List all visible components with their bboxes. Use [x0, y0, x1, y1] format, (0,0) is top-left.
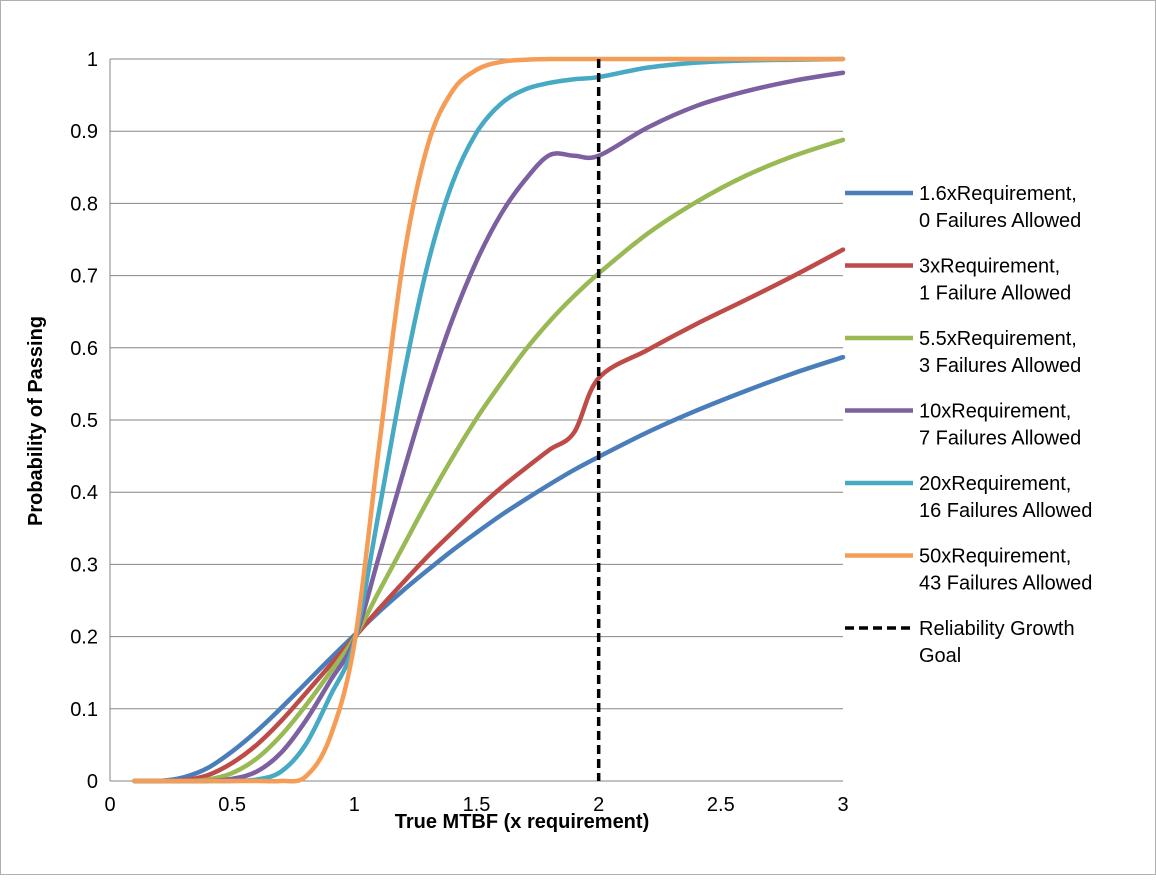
legend-label: 10xRequirement,	[919, 401, 1071, 423]
y-tick-label: 0.9	[70, 121, 98, 143]
legend-entry: 10xRequirement, 7 Failures Allowed	[845, 401, 1081, 450]
y-tick-label: 0.1	[70, 699, 98, 721]
series-line-3	[132, 137, 846, 784]
x-tick-label: 1.5	[463, 794, 491, 816]
legend-label: 5.5xRequirement,	[919, 328, 1077, 350]
series-line-6	[132, 56, 846, 784]
legend-label: 7 Failures Allowed	[919, 428, 1081, 450]
series-line-4	[132, 70, 846, 784]
y-tick-label: 0.3	[70, 554, 98, 576]
y-tick-label: 0.5	[70, 410, 98, 432]
legend-entry: Reliability Growth Goal	[845, 618, 1075, 667]
legend-label: 1.6xRequirement,	[919, 183, 1077, 205]
x-tick-label: 1	[349, 794, 360, 816]
legend-label: 1 Failure Allowed	[919, 283, 1071, 305]
series-line-1	[132, 354, 846, 784]
x-tick-label: 2.5	[707, 794, 735, 816]
x-tick-label: 3	[837, 794, 848, 816]
legend-label: 3 Failures Allowed	[919, 355, 1081, 377]
y-tick-label: 0.8	[70, 193, 98, 215]
y-tick-label: 0.6	[70, 338, 98, 360]
legend-entry: 3xRequirement, 1 Failure Allowed	[845, 256, 1071, 305]
legend-entry: 20xRequirement, 16 Failures Allowed	[845, 473, 1092, 522]
x-tick-label: 2	[593, 794, 604, 816]
legend-layer: 1.6xRequirement, 0 Failures Allowed 3xRequ…	[845, 183, 1092, 667]
legend-label: Reliability Growth	[919, 618, 1075, 640]
y-tick-label: 0	[87, 771, 98, 793]
legend-label: 43 Failures Allowed	[919, 573, 1092, 595]
legend-label: 0 Failures Allowed	[919, 210, 1081, 232]
legend-label: 50xRequirement,	[919, 546, 1071, 568]
y-tick-label: 0.2	[70, 627, 98, 649]
x-axis-title: True MTBF (x requirement)	[395, 811, 649, 833]
y-axis-title: Probability of Passing	[25, 316, 47, 526]
legend-entry: 1.6xRequirement, 0 Failures Allowed	[845, 183, 1081, 232]
legend-label: 16 Failures Allowed	[919, 500, 1092, 522]
legend-entry: 50xRequirement, 43 Failures Allowed	[845, 546, 1092, 595]
x-tick-label: 0.5	[218, 794, 246, 816]
series-layer	[132, 56, 846, 784]
y-tick-label: 0.7	[70, 266, 98, 288]
y-tick-label: 0.4	[70, 482, 98, 504]
x-tick-label: 0	[104, 794, 115, 816]
legend-label: 20xRequirement,	[919, 473, 1071, 495]
y-tick-label: 1	[87, 49, 98, 71]
series-line-2	[132, 247, 846, 784]
legend-label: 3xRequirement,	[919, 256, 1060, 278]
legend-entry: 5.5xRequirement, 3 Failures Allowed	[845, 328, 1081, 377]
legend-label: Goal	[919, 645, 961, 667]
